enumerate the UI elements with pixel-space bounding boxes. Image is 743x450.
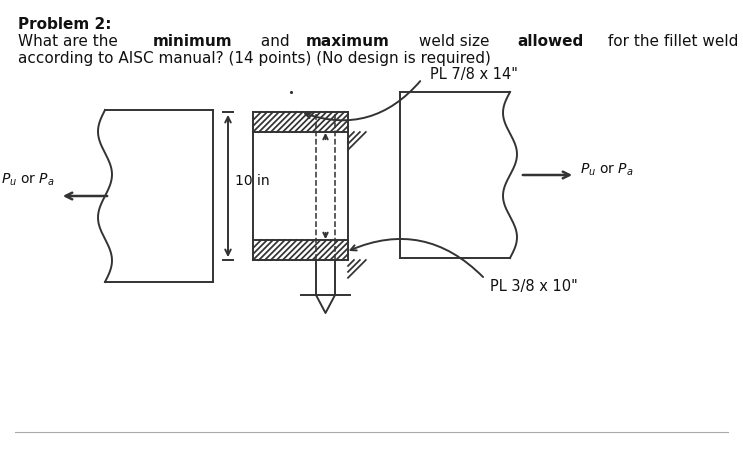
Text: 10 in: 10 in [235, 174, 270, 188]
Text: maximum: maximum [305, 34, 389, 49]
Text: according to AISC manual? (14 points) (No design is required): according to AISC manual? (14 points) (N… [18, 51, 491, 66]
Text: $P_u$ or $P_a$: $P_u$ or $P_a$ [580, 162, 634, 178]
Text: PL 7/8 x 14": PL 7/8 x 14" [430, 68, 518, 82]
Text: weld size: weld size [414, 34, 494, 49]
Text: What are the: What are the [18, 34, 123, 49]
Text: and: and [256, 34, 294, 49]
Text: minimum: minimum [153, 34, 233, 49]
Text: for the fillet weld shown,: for the fillet weld shown, [603, 34, 743, 49]
Text: allowed: allowed [518, 34, 584, 49]
Text: PL 3/8 x 10": PL 3/8 x 10" [490, 279, 578, 294]
Text: Problem 2:: Problem 2: [18, 17, 111, 32]
Text: $P_u$ or $P_a$: $P_u$ or $P_a$ [1, 171, 55, 188]
